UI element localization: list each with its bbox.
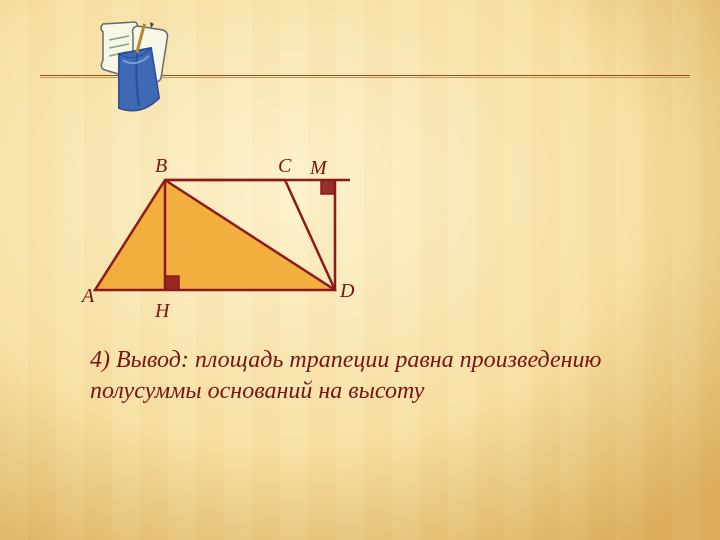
- vertex-label-a: А: [82, 285, 94, 308]
- vertex-label-b: В: [155, 155, 167, 178]
- trapezoid-diagram: [0, 0, 720, 540]
- conclusion-text: 4) Вывод: площадь трапеции равна произве…: [90, 345, 660, 407]
- vertex-label-c: С: [278, 155, 291, 178]
- vertex-label-m: М: [310, 157, 327, 180]
- vertex-label-h: Н: [155, 300, 169, 323]
- vertex-label-d: D: [340, 280, 354, 303]
